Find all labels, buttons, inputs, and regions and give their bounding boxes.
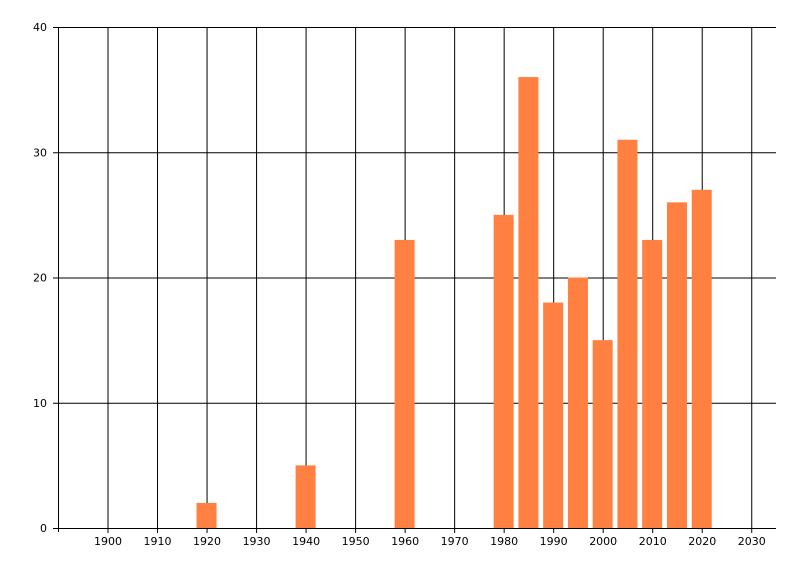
bar (493, 214, 514, 528)
y-tick-label: 40 (33, 21, 47, 34)
x-tick-label: 1990 (540, 535, 568, 548)
x-tick-label: 1910 (144, 535, 172, 548)
bar (518, 77, 539, 528)
y-tick-label: 10 (33, 397, 47, 410)
y-tick-label: 0 (40, 522, 47, 535)
x-tick-label: 2020 (688, 535, 716, 548)
bar (543, 302, 564, 528)
bar (592, 340, 613, 528)
bar (196, 502, 217, 528)
y-axis-ticks: 0 10 20 30 40 (33, 21, 58, 535)
x-tick-label: 1900 (94, 535, 122, 548)
bar (691, 189, 712, 528)
x-tick-label: 1940 (292, 535, 320, 548)
x-tick-label: 2000 (589, 535, 617, 548)
x-tick-label: 1970 (441, 535, 469, 548)
x-tick-label: 1950 (342, 535, 370, 548)
x-tick-label: 2030 (738, 535, 766, 548)
axes (54, 27, 776, 532)
bar (617, 139, 638, 528)
x-tick-label: 1920 (193, 535, 221, 548)
x-tick-label: 1930 (243, 535, 271, 548)
y-tick-label: 30 (33, 146, 47, 159)
bar (295, 465, 316, 528)
bar (666, 202, 687, 528)
x-tick-label: 1960 (391, 535, 419, 548)
bar (394, 239, 415, 529)
bar-series (196, 77, 712, 529)
x-tick-label: 2010 (639, 535, 667, 548)
bar (567, 277, 588, 528)
y-tick-label: 20 (33, 272, 47, 285)
x-axis-ticks: 1900 1910 1920 1930 1940 1950 1960 1970 1980 1990… (94, 528, 766, 548)
bar (642, 239, 663, 529)
x-tick-label: 1980 (490, 535, 518, 548)
